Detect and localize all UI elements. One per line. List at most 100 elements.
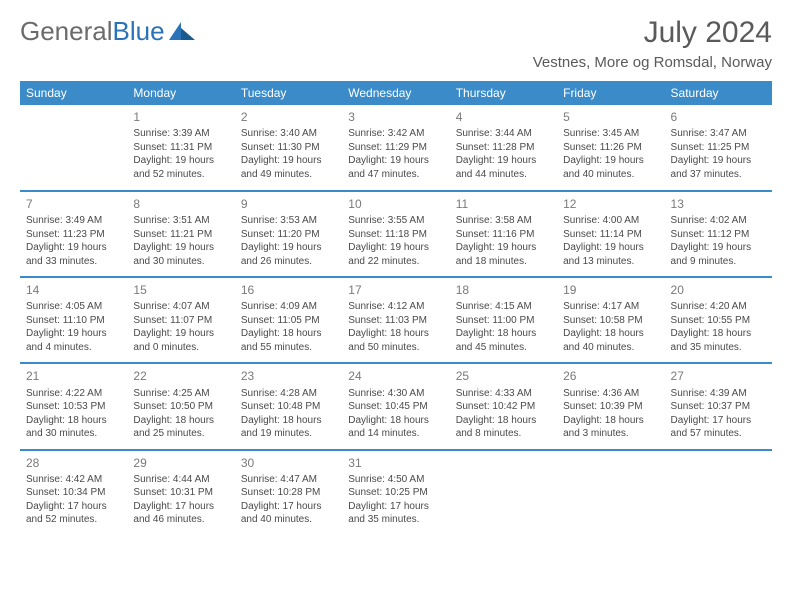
sunset-text: Sunset: 11:00 PM [456, 314, 551, 328]
day-number: 16 [241, 282, 336, 298]
sunset-text: Sunset: 10:50 PM [133, 400, 228, 414]
title-block: July 2024 Vestnes, More og Romsdal, Norw… [533, 16, 772, 71]
calendar-week-row: 28Sunrise: 4:42 AMSunset: 10:34 PMDaylig… [20, 450, 772, 536]
sunset-text: Sunset: 11:18 PM [348, 228, 443, 242]
sunrise-text: Sunrise: 4:42 AM [26, 473, 121, 487]
location-text: Vestnes, More og Romsdal, Norway [533, 54, 772, 71]
daylight-text: Daylight: 19 hours and 37 minutes. [671, 154, 766, 181]
daylight-text: Daylight: 19 hours and 18 minutes. [456, 241, 551, 268]
day-number: 2 [241, 109, 336, 125]
sunrise-text: Sunrise: 4:05 AM [26, 300, 121, 314]
calendar-week-row: 14 Sunrise: 4:05 AMSunset: 11:10 PM Daylig… [20, 277, 772, 363]
calendar-table: Sunday Monday Tuesday Wednesday Thursday… [20, 81, 772, 536]
calendar-cell: 7Sunrise: 3:49 AMSunset: 11:23 PMDayligh… [20, 191, 127, 277]
day-number: 19 [563, 282, 658, 298]
sunrise-text: Sunrise: 4:30 AM [348, 387, 443, 401]
daylight-text: Daylight: 18 hours and 55 minutes. [241, 327, 336, 354]
weekday-header: Friday [557, 81, 664, 105]
calendar-cell: 16Sunrise: 4:09 AMSunset: 11:05 PMDaylig… [235, 277, 342, 363]
sunrise-text: Sunrise: 4:07 AM [133, 300, 228, 314]
calendar-cell: 8 Sunrise: 3:51 AMSunset: 11:21 PMDayligh… [127, 191, 234, 277]
daylight-text: Daylight: 17 hours and 52 minutes. [26, 500, 121, 527]
calendar-cell: 28Sunrise: 4:42 AMSunset: 10:34 PMDaylig… [20, 450, 127, 536]
day-number: 29 [133, 455, 228, 471]
daylight-text: Daylight: 19 hours and 49 minutes. [241, 154, 336, 181]
logo-gray-text: General [20, 16, 113, 46]
daylight-text: Daylight: 18 hours and 30 minutes. [26, 414, 121, 441]
month-title: July 2024 [533, 16, 772, 50]
sunset-text: Sunset: 11:05 PM [241, 314, 336, 328]
weekday-header: Saturday [665, 81, 772, 105]
sunrise-text: Sunrise: 4:50 AM [348, 473, 443, 487]
weekday-header: Monday [127, 81, 234, 105]
sunset-text: Sunset: 10:48 PM [241, 400, 336, 414]
calendar-cell: 13Sunrise: 4:02 AMSunset: 11:12 PMDaylig… [665, 191, 772, 277]
day-number: 14 [26, 282, 121, 298]
calendar-cell: 1Sunrise: 3:39 AMSunset: 11:31 PMDayligh… [127, 105, 234, 191]
daylight-text: Daylight: 18 hours and 25 minutes. [133, 414, 228, 441]
calendar-cell: 14Sunrise: 4:05 AMSunset: 11:10 PMDaylig… [20, 277, 127, 363]
day-number: 13 [671, 196, 766, 212]
sunset-text: Sunset: 11:28 PM [456, 141, 551, 155]
sunset-text: Sunset: 11:21 PM [133, 228, 228, 242]
calendar-week-row: 7Sunrise: 3:49 AMSunset: 11:23 PMDayligh… [20, 191, 772, 277]
sunrise-text: Sunrise: 3:39 AM [133, 127, 228, 141]
sunrise-text: Sunrise: 4:47 AM [241, 473, 336, 487]
sunset-text: Sunset: 10:45 PM [348, 400, 443, 414]
calendar-cell: 17Sunrise: 4:12 AMSunset: 11:03 PMDaylig… [342, 277, 449, 363]
daylight-text: Daylight: 18 hours and 3 minutes. [563, 414, 658, 441]
sunset-text: Sunset: 10:25 PM [348, 486, 443, 500]
sunset-text: Sunset: 11:10 PM [26, 314, 121, 328]
sunrise-text: Sunrise: 4:25 AM [133, 387, 228, 401]
calendar-cell [20, 105, 127, 191]
day-number: 9 [241, 196, 336, 212]
daylight-text: Daylight: 18 hours and 14 minutes. [348, 414, 443, 441]
daylight-text: Daylight: 18 hours and 40 minutes. [563, 327, 658, 354]
sunrise-text: Sunrise: 4:22 AM [26, 387, 121, 401]
calendar-cell: 4Sunrise: 3:44 AMSunset: 11:28 PMDayligh… [450, 105, 557, 191]
sunrise-text: Sunrise: 4:02 AM [671, 214, 766, 228]
sunset-text: Sunset: 11:12 PM [671, 228, 766, 242]
day-number: 8 [133, 196, 228, 212]
day-number: 5 [563, 109, 658, 125]
sunrise-text: Sunrise: 4:28 AM [241, 387, 336, 401]
day-number: 17 [348, 282, 443, 298]
calendar-cell: 22Sunrise: 4:25 AMSunset: 10:50 PMDaylig… [127, 363, 234, 449]
sunrise-text: Sunrise: 3:42 AM [348, 127, 443, 141]
calendar-cell: 11Sunrise: 3:58 AMSunset: 11:16 PMDaylig… [450, 191, 557, 277]
calendar-cell: 23Sunrise: 4:28 AMSunset: 10:48 PMDaylig… [235, 363, 342, 449]
sunset-text: Sunset: 11:07 PM [133, 314, 228, 328]
daylight-text: Daylight: 17 hours and 40 minutes. [241, 500, 336, 527]
sunrise-text: Sunrise: 3:49 AM [26, 214, 121, 228]
calendar-week-row: 21Sunrise: 4:22 AMSunset: 10:53 PMDaylig… [20, 363, 772, 449]
calendar-cell: 31Sunrise: 4:50 AMSunset: 10:25 PMDaylig… [342, 450, 449, 536]
calendar-cell [450, 450, 557, 536]
daylight-text: Daylight: 18 hours and 50 minutes. [348, 327, 443, 354]
calendar-cell: 30Sunrise: 4:47 AMSunset: 10:28 PMDaylig… [235, 450, 342, 536]
sunrise-text: Sunrise: 4:44 AM [133, 473, 228, 487]
sunrise-text: Sunrise: 4:33 AM [456, 387, 551, 401]
day-number: 20 [671, 282, 766, 298]
calendar-cell: 21Sunrise: 4:22 AMSunset: 10:53 PMDaylig… [20, 363, 127, 449]
daylight-text: Daylight: 17 hours and 46 minutes. [133, 500, 228, 527]
sunset-text: Sunset: 11:30 PM [241, 141, 336, 155]
sunset-text: Sunset: 11:23 PM [26, 228, 121, 242]
calendar-cell: 20Sunrise: 4:20 AMSunset: 10:55 PMDaylig… [665, 277, 772, 363]
sunrise-text: Sunrise: 4:15 AM [456, 300, 551, 314]
sunrise-text: Sunrise: 3:45 AM [563, 127, 658, 141]
sunset-text: Sunset: 10:58 PM [563, 314, 658, 328]
sunset-text: Sunset: 11:14 PM [563, 228, 658, 242]
weekday-header-row: Sunday Monday Tuesday Wednesday Thursday… [20, 81, 772, 105]
sunset-text: Sunset: 11:26 PM [563, 141, 658, 155]
sunset-text: Sunset: 10:37 PM [671, 400, 766, 414]
day-number: 30 [241, 455, 336, 471]
daylight-text: Daylight: 19 hours and 30 minutes. [133, 241, 228, 268]
daylight-text: Daylight: 18 hours and 45 minutes. [456, 327, 551, 354]
day-number: 4 [456, 109, 551, 125]
calendar-cell: 6Sunrise: 3:47 AMSunset: 11:25 PMDayligh… [665, 105, 772, 191]
day-number: 1 [133, 109, 228, 125]
calendar-cell: 24Sunrise: 4:30 AMSunset: 10:45 PMDaylig… [342, 363, 449, 449]
sunrise-text: Sunrise: 4:00 AM [563, 214, 658, 228]
calendar-week-row: 1Sunrise: 3:39 AMSunset: 11:31 PMDayligh… [20, 105, 772, 191]
sunrise-text: Sunrise: 3:51 AM [133, 214, 228, 228]
